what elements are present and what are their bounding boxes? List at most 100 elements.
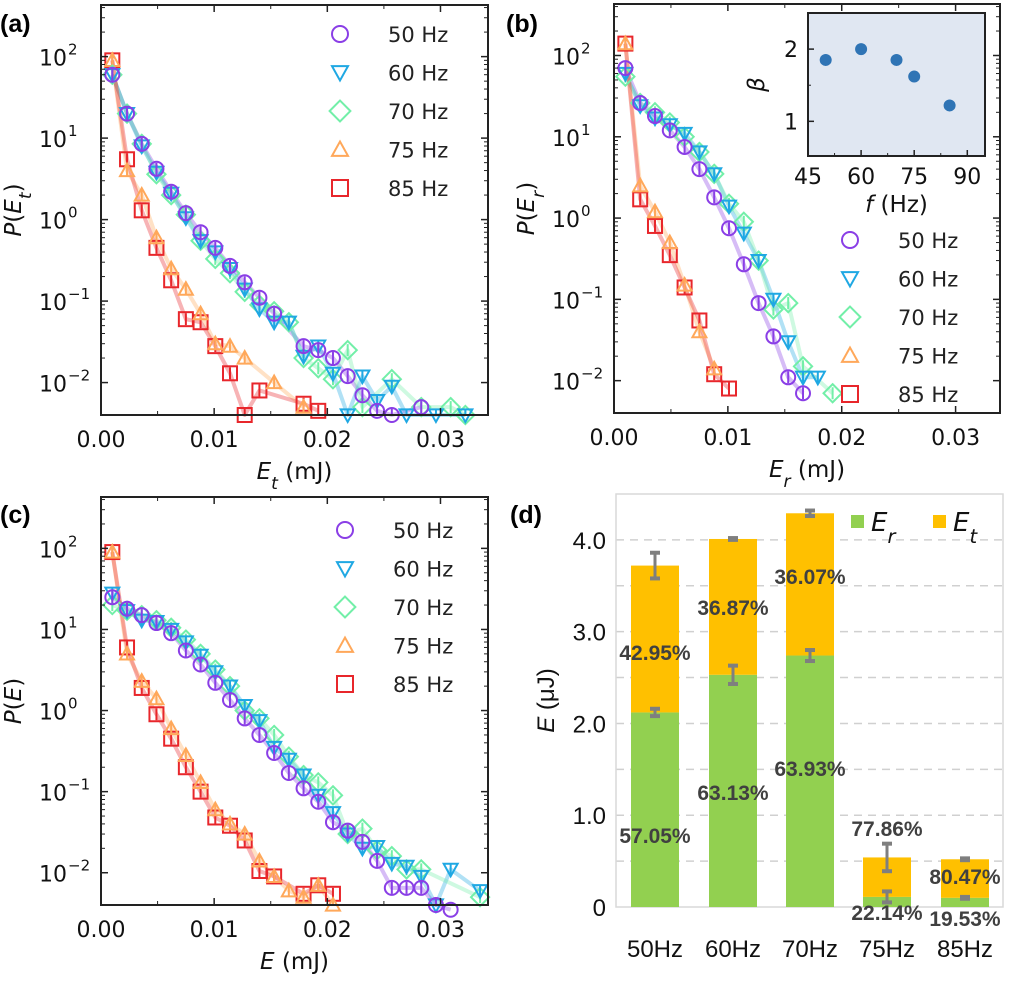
legend-entry: 60 Hz [840, 268, 958, 292]
circle-legend-marker [841, 231, 859, 249]
inset-x-tick-label: 45 [794, 165, 822, 190]
triangle-up-legend-marker [335, 635, 355, 653]
bar-e-t [941, 859, 989, 898]
label-part: ( [285, 459, 294, 485]
data-point [632, 95, 649, 112]
y-tick-exponent: 2 [68, 41, 78, 59]
x-tick-label: 0.01 [190, 918, 239, 943]
data-point [383, 856, 401, 873]
x-category-label: 60Hz [705, 936, 761, 963]
label-part: m [291, 949, 313, 975]
subscript: t [969, 525, 978, 548]
inset-x-tick-label: 60 [847, 165, 875, 190]
percent-label-e-r: 63.93% [774, 758, 846, 781]
data-point [147, 228, 166, 245]
y-tick-label: 10 [39, 210, 67, 235]
label-part: ( [798, 457, 807, 483]
data-point [471, 884, 489, 900]
legend-label: 85 Hz [388, 177, 448, 201]
label-part: ) [323, 459, 332, 485]
triangle-down-legend-marker [840, 271, 860, 289]
label-part: ) [836, 457, 845, 483]
triangle-up-legend-marker [840, 345, 860, 363]
bar-e-t [709, 538, 757, 675]
percent-label-e-r: 57.05% [619, 825, 691, 848]
data-point [280, 881, 298, 898]
label-part: E [953, 508, 970, 538]
inset-data-point [819, 53, 832, 66]
data-point [207, 239, 224, 256]
data-point [632, 191, 649, 208]
panel-label: (d) [510, 501, 542, 529]
label-part: P [1, 710, 27, 724]
y-tick-label: 10 [39, 701, 67, 726]
legend-entry: 75 Hz [330, 139, 448, 163]
y-axis-label: P(E) [1, 678, 27, 724]
label-part: ) [514, 182, 540, 191]
data-point [118, 161, 136, 178]
legend-label: 60 Hz [898, 268, 958, 292]
data-point [221, 679, 239, 696]
plot-frame [613, 3, 1001, 414]
data-point [675, 126, 694, 143]
label-part: E [1, 686, 27, 701]
data-point [251, 382, 268, 399]
data-point [795, 385, 812, 402]
y-tick-label: 1.0 [573, 803, 606, 830]
square-legend-marker [841, 385, 859, 403]
data-point [177, 746, 195, 762]
x-category-label: 50Hz [627, 936, 683, 963]
data-point [661, 122, 678, 139]
x-tick-label: 0.03 [931, 426, 980, 451]
inset-beta-vs-f: 45 60 75 90 1 2β f (Hz) [744, 12, 986, 218]
data-point [764, 292, 783, 309]
y-tick-exponent: −2 [68, 857, 90, 875]
data-point [397, 859, 416, 876]
data-point [705, 359, 723, 376]
legend-entry: 70 Hz [333, 595, 453, 620]
data-point [118, 644, 136, 661]
bar-e-t [786, 513, 834, 656]
label-part: E [871, 508, 888, 538]
x-axis-label: Er (mJ) [769, 457, 845, 492]
fit-curve [110, 73, 466, 417]
y-tick-label: 10 [39, 373, 67, 398]
inset-data-point [943, 99, 956, 112]
legend-entry: 85 Hz [336, 673, 453, 697]
data-point [705, 167, 723, 183]
y-tick-label: 10 [39, 863, 67, 888]
data-point [162, 259, 180, 276]
data-point [293, 347, 315, 369]
percent-label-e-t: 80.47% [929, 866, 1001, 889]
data-point [177, 635, 195, 652]
data-point [310, 793, 327, 810]
y-tick-label: 10 [552, 127, 580, 152]
data-point [133, 607, 150, 624]
legend-label: 50 Hz [898, 229, 958, 253]
data-point [310, 342, 327, 359]
data-point [396, 858, 418, 880]
label-part: z [907, 192, 919, 218]
data-point [749, 253, 768, 270]
percent-label-e-r: 22.14% [851, 902, 923, 925]
fit-curve [110, 60, 320, 417]
data-point [368, 394, 386, 410]
legend-swatch [851, 515, 864, 528]
subscript: r [887, 525, 897, 548]
panel-label: (c) [0, 501, 31, 529]
legend-label: 50 Hz [388, 23, 448, 47]
data-point [236, 710, 253, 727]
fit-curve [110, 551, 334, 896]
data-point [324, 814, 341, 831]
legend-swatch [933, 515, 946, 528]
data-point [324, 806, 342, 822]
data-point [222, 257, 238, 274]
data-point [119, 600, 136, 617]
data-point [294, 888, 313, 904]
label-part: E [1, 199, 27, 214]
data-point [221, 814, 239, 831]
y-tick-label: 10 [552, 289, 580, 314]
data-point [236, 699, 254, 715]
data-point [103, 543, 122, 559]
legend-label: 60 Hz [388, 62, 448, 86]
